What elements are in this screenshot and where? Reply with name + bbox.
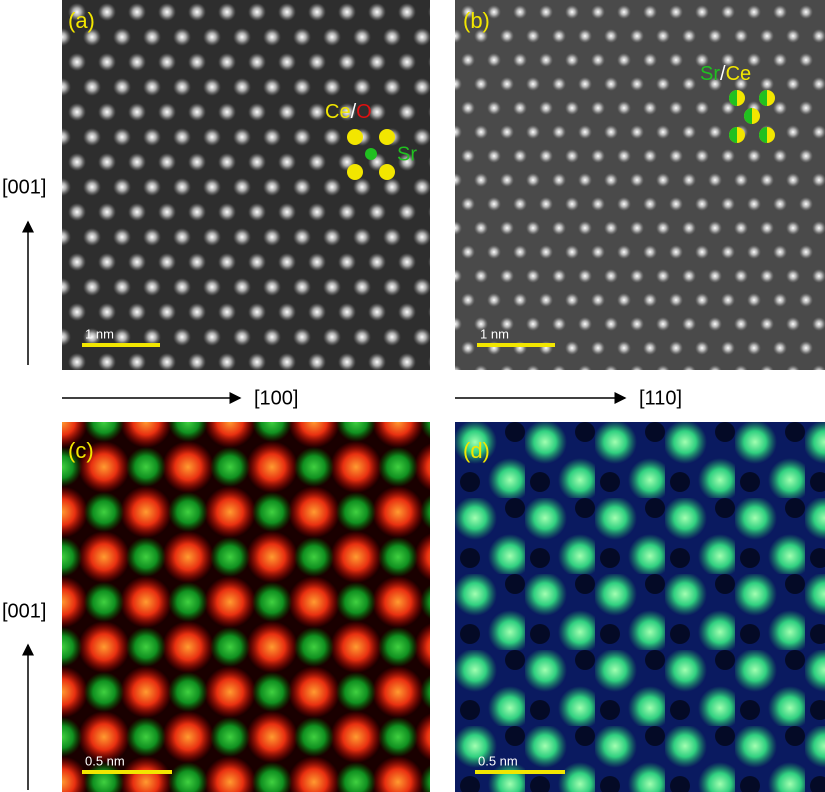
scale-label: 0.5 nm [478,753,518,768]
axis-label: [001] [2,600,46,622]
atom-label: Sr [700,63,720,85]
atom-label: Ce [325,101,351,123]
axis-label: [001] [2,176,46,198]
image-panel-c [62,422,430,792]
panel-label: (a) [68,8,95,33]
atom-label: Sr [397,143,417,165]
panel-label: (b) [463,8,490,33]
separator: / [351,101,357,123]
scale-label: 1 nm [85,326,114,341]
atom-label: O [356,101,372,123]
panel-label: (c) [68,438,94,463]
separator: / [720,63,726,85]
scale-label: 1 nm [480,326,509,341]
scale-label: 0.5 nm [85,753,125,768]
image-panel-a [62,0,430,370]
atom-icons [347,129,395,180]
image-panel-b [455,0,825,370]
atom-icons [729,90,775,143]
axis-label: [110] [639,387,682,409]
image-panel-d [455,422,825,792]
axis-label: [100] [254,387,298,409]
annotation: Sr/Ce [700,63,751,85]
panel-label: (d) [463,438,490,463]
atom-label: Ce [726,63,752,85]
annotation: Ce/O [325,101,372,123]
